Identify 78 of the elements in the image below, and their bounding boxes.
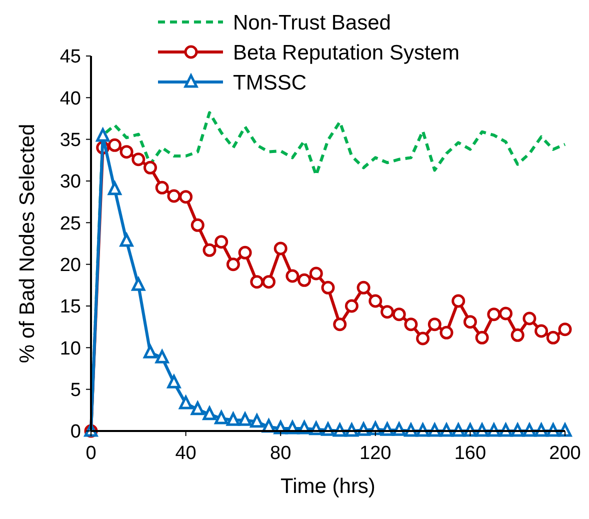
- legend-label: Non-Trust Based: [233, 11, 391, 34]
- point: [179, 190, 193, 204]
- point: [179, 396, 193, 410]
- point: [108, 138, 122, 152]
- point: [226, 258, 240, 272]
- point: [392, 308, 406, 322]
- point: [274, 242, 288, 256]
- point: [96, 128, 110, 142]
- point: [368, 294, 382, 308]
- y-tick-label: 40: [60, 88, 81, 110]
- x-tick-label: 120: [360, 443, 392, 464]
- x-tick-label: 0: [86, 443, 96, 464]
- point: [250, 414, 264, 428]
- point: [558, 322, 572, 336]
- point: [238, 412, 252, 426]
- point: [344, 299, 358, 313]
- point: [167, 189, 181, 203]
- point: [416, 332, 430, 346]
- point: [333, 318, 347, 332]
- point: [452, 294, 466, 308]
- point: [250, 275, 264, 289]
- y-tick-label: 20: [60, 254, 81, 276]
- point: [499, 306, 512, 320]
- point: [522, 312, 536, 326]
- point: [510, 328, 524, 342]
- point: [144, 160, 157, 174]
- point: [499, 423, 512, 437]
- point: [167, 374, 181, 388]
- y-tick-label: 5: [70, 380, 81, 401]
- point: [190, 218, 204, 232]
- y-tick-label: 45: [60, 46, 81, 68]
- point: [487, 308, 501, 322]
- point: [286, 269, 300, 283]
- point: [155, 180, 169, 194]
- legend-label: Beta Reputation System: [233, 41, 460, 64]
- point: [475, 330, 489, 344]
- point: [132, 152, 146, 166]
- point: [214, 235, 228, 249]
- point: [380, 305, 394, 319]
- point: [428, 318, 442, 332]
- point: [214, 410, 228, 424]
- y-tick-label: 15: [60, 296, 81, 318]
- x-tick-label: 160: [454, 443, 486, 464]
- x-tick-label: 200: [549, 443, 581, 464]
- y-tick-label: 10: [60, 338, 81, 360]
- point: [309, 266, 323, 280]
- y-tick-label: 30: [60, 172, 81, 193]
- point: [120, 233, 134, 247]
- point: [144, 344, 157, 358]
- point: [226, 412, 240, 426]
- x-tick-label: 80: [270, 443, 292, 464]
- point: [202, 406, 216, 420]
- point: [404, 318, 418, 332]
- y-tick-label: 0: [70, 422, 81, 443]
- point: [108, 182, 122, 196]
- point: [440, 423, 454, 437]
- point: [202, 243, 216, 257]
- point: [132, 277, 146, 291]
- y-tick-label: 35: [60, 130, 81, 151]
- y-tick-label: 25: [60, 213, 81, 234]
- legend-label: TMSSC: [233, 71, 306, 94]
- point: [463, 315, 477, 329]
- point: [262, 275, 276, 289]
- x-axis-title: Time (hrs): [280, 475, 376, 498]
- point: [298, 273, 312, 287]
- point: [344, 423, 358, 437]
- point: [356, 280, 370, 294]
- y-axis-title: % of Bad Nodes Selected: [16, 124, 39, 364]
- point: [558, 423, 572, 437]
- point: [120, 145, 134, 159]
- point: [321, 280, 335, 294]
- point: [190, 402, 204, 416]
- point: [155, 350, 169, 364]
- point: [546, 330, 560, 344]
- point: [440, 326, 454, 340]
- point: [238, 246, 252, 260]
- point: [534, 324, 548, 338]
- x-tick-label: 40: [175, 443, 196, 464]
